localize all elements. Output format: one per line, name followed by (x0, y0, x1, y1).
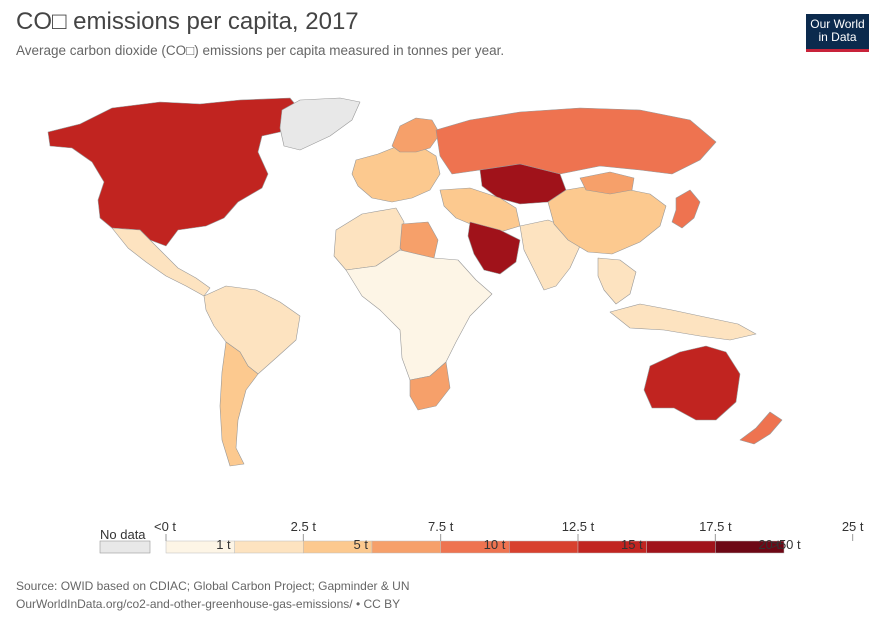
legend-top-label: 2.5 t (291, 519, 317, 534)
legend-no-data-swatch (99, 540, 151, 554)
legend-bottom-label: >50 t (771, 537, 801, 552)
chart-subtitle: Average carbon dioxide (CO□) emissions p… (16, 43, 505, 58)
region-argentina-chile[interactable] (219, 341, 259, 467)
legend-bottom-label: 15 t (621, 537, 643, 552)
source-url-line[interactable]: OurWorldInData.org/co2-and-other-greenho… (16, 597, 401, 611)
source-note: Source: OWID based on CDIAC; Global Carb… (16, 577, 410, 613)
legend-bin[interactable] (715, 540, 785, 554)
region-south-america[interactable] (203, 285, 301, 375)
legend-bin[interactable] (509, 540, 579, 554)
logo-line-2: in Data (818, 30, 857, 44)
region-southeast-asia[interactable] (597, 257, 637, 305)
legend-bottom-label: 5 t (354, 537, 369, 552)
legend-top-label: 7.5 t (428, 519, 454, 534)
legend-bin[interactable] (234, 540, 304, 554)
region-greenland[interactable] (279, 97, 361, 151)
region-mongolia[interactable] (579, 171, 635, 195)
legend-bin[interactable] (646, 540, 716, 554)
our-world-in-data-logo[interactable]: Our World in Data (806, 14, 869, 52)
legend-top-label: 17.5 t (699, 519, 732, 534)
region-south-africa[interactable] (409, 361, 451, 411)
region-middle-east[interactable] (439, 187, 521, 233)
source-line: Source: OWID based on CDIAC; Global Carb… (16, 579, 410, 593)
legend-bottom-label: 10 t (484, 537, 506, 552)
world-map (47, 97, 783, 467)
legend-bottom-label: 1 t (216, 537, 231, 552)
region-western-europe[interactable] (351, 145, 441, 203)
region-saudi-gulf[interactable] (467, 221, 521, 275)
region-mexico-central-america[interactable] (111, 227, 211, 297)
chart-title: CO□ emissions per capita, 2017 (16, 8, 359, 35)
legend-bin[interactable] (371, 540, 441, 554)
legend-no-data-label: No data (100, 527, 146, 542)
region-australia[interactable] (643, 345, 741, 421)
region-north-america[interactable] (47, 97, 301, 247)
legend-top-label: <0 t (154, 519, 176, 534)
region-russia[interactable] (435, 107, 717, 175)
legend-top-label: 12.5 t (562, 519, 595, 534)
legend-bottom-label: 20 t (758, 537, 780, 552)
color-legend: No data <0 t 2.5 t 7.5 t 12.5 t 17.5 t 25 t 1… (99, 519, 864, 554)
region-new-zealand[interactable] (739, 411, 783, 445)
region-indonesia[interactable] (609, 303, 757, 341)
logo-line-1: Our World (810, 17, 865, 31)
legend-top-label: 25 t (842, 519, 864, 534)
region-sub-saharan-africa[interactable] (345, 249, 493, 381)
region-japan-korea[interactable] (671, 189, 701, 229)
region-scandinavia[interactable] (391, 117, 441, 153)
